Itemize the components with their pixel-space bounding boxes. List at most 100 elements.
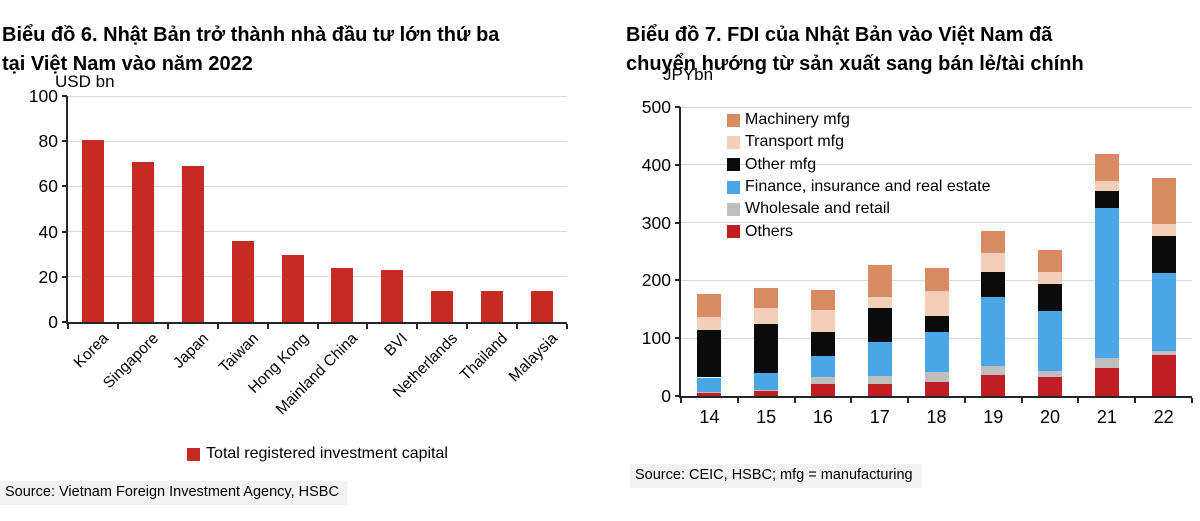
chart7-unit-label: JPYbn xyxy=(663,65,714,84)
x-category-label-20: 20 xyxy=(1040,407,1061,427)
bar-19-other-mfg xyxy=(981,271,1006,297)
gridline-300 xyxy=(681,222,1192,224)
x-tick-mark-2 xyxy=(166,324,169,329)
gridline-20 xyxy=(68,276,567,278)
bar-18-transport-mfg xyxy=(924,291,949,317)
bar-14-machinery-mfg xyxy=(697,294,722,317)
legend-label-wholesale-and-retail: Wholesale and retail xyxy=(745,200,890,218)
x-category-label-18: 18 xyxy=(926,407,947,427)
bar-17-other-mfg xyxy=(867,308,892,343)
bar-16-finance-insurance-and-real-estate xyxy=(810,356,835,377)
chart7-title: Biểu đồ 7. FDI của Nhật Bản vào Việt Nam… xyxy=(626,21,1084,79)
bar-19-others xyxy=(981,375,1006,396)
legend-swatch-wholesale-and-retail xyxy=(727,202,740,216)
chart7-title-line2: chuyển hướng từ sản xuất sang bán lẻ/tài… xyxy=(626,52,1084,75)
bar-14-other-mfg xyxy=(697,329,722,378)
chart7-title-line1: Biểu đồ 7. FDI của Nhật Bản vào Việt Nam… xyxy=(626,23,1053,46)
x-category-label-15: 15 xyxy=(756,407,777,427)
bar-20-wholesale-and-retail xyxy=(1038,371,1063,377)
gridline-40 xyxy=(68,231,567,233)
y-tick-mark-40 xyxy=(62,230,67,233)
chart7-plot-area: 0 100 200 300 400 500 14 15 16 17 18 19 20 21 22 xyxy=(600,0,1200,521)
bar-16-wholesale-and-retail xyxy=(810,376,835,385)
bar-17-others xyxy=(867,383,892,396)
bar-19-wholesale-and-retail xyxy=(981,365,1006,376)
bar-15-transport-mfg xyxy=(754,307,779,325)
bar-20-machinery-mfg xyxy=(1038,250,1063,273)
bar-16-machinery-mfg xyxy=(810,290,835,310)
bar-15-wholesale-and-retail xyxy=(754,390,779,392)
bar-14-wholesale-and-retail xyxy=(697,391,722,393)
bar-14-others xyxy=(697,392,722,396)
bar-14-transport-mfg xyxy=(697,316,722,330)
chart6-panel: Biểu đồ 6. Nhật Bản trở thành nhà đầu tư… xyxy=(0,23,568,505)
legend-item-others: Others xyxy=(727,220,990,242)
gridline-500 xyxy=(681,106,1192,108)
legend-item-finance-insurance-and-real-estate: Finance, insurance and real estate xyxy=(727,176,990,198)
bar-19-finance-insurance-and-real-estate xyxy=(981,296,1006,366)
y-axis-line xyxy=(66,96,68,324)
bar-22-wholesale-and-retail xyxy=(1151,350,1176,355)
legend-label-other-mfg: Other mfg xyxy=(745,155,817,173)
bar-22-machinery-mfg xyxy=(1151,178,1176,225)
bar-21-finance-insurance-and-real-estate xyxy=(1094,208,1119,359)
bar-15-other-mfg xyxy=(754,324,779,373)
y-tick-label-40: 40 xyxy=(38,221,58,242)
x-tick-mark-3 xyxy=(216,324,219,329)
bar-19-machinery-mfg xyxy=(981,230,1006,253)
x-category-label-21: 21 xyxy=(1096,407,1117,427)
y-axis-line xyxy=(679,107,681,398)
legend-swatch-total-registered-investment xyxy=(187,447,201,461)
bar-21-wholesale-and-retail xyxy=(1094,358,1119,368)
legend-item-machinery-mfg: Machinery mfg xyxy=(727,109,990,131)
gridline-60 xyxy=(68,185,567,187)
chart7-legend: Machinery mfg Transport mfg Other mfg Finan… xyxy=(727,109,990,243)
x-axis-line xyxy=(66,322,567,324)
legend-label-machinery-mfg: Machinery mfg xyxy=(745,111,850,129)
y-tick-mark-200 xyxy=(675,279,680,282)
bar-17-finance-insurance-and-real-estate xyxy=(867,342,892,376)
y-tick-mark-0 xyxy=(62,321,67,323)
x-tick-mark-4 xyxy=(266,324,269,329)
x-category-label-19: 19 xyxy=(983,407,1004,427)
bar-20-other-mfg xyxy=(1038,284,1063,312)
y-tick-mark-100 xyxy=(675,337,680,340)
x-tick-mark-0 xyxy=(680,398,682,403)
y-tick-label-400: 400 xyxy=(641,154,671,175)
x-tick-mark-5 xyxy=(963,398,966,403)
y-tick-label-100: 100 xyxy=(641,328,671,349)
chart6-plot-area: 0 20 40 60 80 100 Korea Singapore Japan Taiwan Hon… xyxy=(28,86,568,418)
chart6-title-line1: Biểu đồ 6. Nhật Bản trở thành nhà đầu tư… xyxy=(2,23,500,46)
y-tick-mark-100 xyxy=(62,95,67,97)
y-tick-label-20: 20 xyxy=(38,266,58,287)
bar-21-others xyxy=(1094,367,1119,396)
bar-18-others xyxy=(924,381,949,396)
legend-swatch-transport-mfg xyxy=(727,135,740,149)
x-tick-mark-9 xyxy=(1191,398,1193,403)
bar-mainland-china xyxy=(331,267,354,322)
bar-netherlands xyxy=(431,291,454,322)
bar-17-transport-mfg xyxy=(867,297,892,309)
x-tick-mark-8 xyxy=(466,324,469,329)
x-tick-mark-10 xyxy=(566,324,568,329)
x-category-label-22: 22 xyxy=(1153,407,1174,427)
bar-18-other-mfg xyxy=(924,316,949,332)
y-tick-mark-400 xyxy=(675,163,680,166)
bar-21-other-mfg xyxy=(1094,190,1119,209)
bar-22-other-mfg xyxy=(1151,235,1176,274)
bar-15-machinery-mfg xyxy=(754,287,779,308)
legend-swatch-other-mfg xyxy=(727,158,740,172)
legend-swatch-others xyxy=(727,225,740,239)
y-tick-label-0: 0 xyxy=(48,312,58,332)
x-tick-mark-7 xyxy=(1077,398,1080,403)
bar-thailand xyxy=(481,291,504,322)
bar-22-transport-mfg xyxy=(1151,224,1176,236)
chart6-title-line2: tại Việt Nam vào năm 2022 xyxy=(2,52,253,75)
bar-korea xyxy=(81,140,104,322)
x-tick-mark-8 xyxy=(1134,398,1137,403)
x-tick-mark-0 xyxy=(67,324,69,329)
x-tick-mark-1 xyxy=(736,398,739,403)
gridline-100 xyxy=(68,95,567,97)
x-tick-mark-2 xyxy=(793,398,796,403)
y-tick-label-100: 100 xyxy=(28,86,58,106)
